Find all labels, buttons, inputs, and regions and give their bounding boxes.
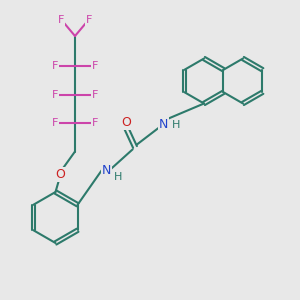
Text: H: H	[172, 119, 180, 130]
Text: O: O	[121, 116, 131, 129]
Text: F: F	[52, 89, 58, 100]
Text: N: N	[102, 164, 111, 178]
Text: H: H	[114, 172, 122, 182]
Text: F: F	[92, 118, 98, 128]
Text: F: F	[52, 61, 58, 71]
Text: O: O	[55, 167, 65, 181]
Text: F: F	[85, 15, 92, 26]
Text: F: F	[92, 89, 98, 100]
Text: F: F	[58, 15, 64, 26]
Text: N: N	[159, 118, 168, 131]
Text: F: F	[52, 118, 58, 128]
Text: F: F	[92, 61, 98, 71]
